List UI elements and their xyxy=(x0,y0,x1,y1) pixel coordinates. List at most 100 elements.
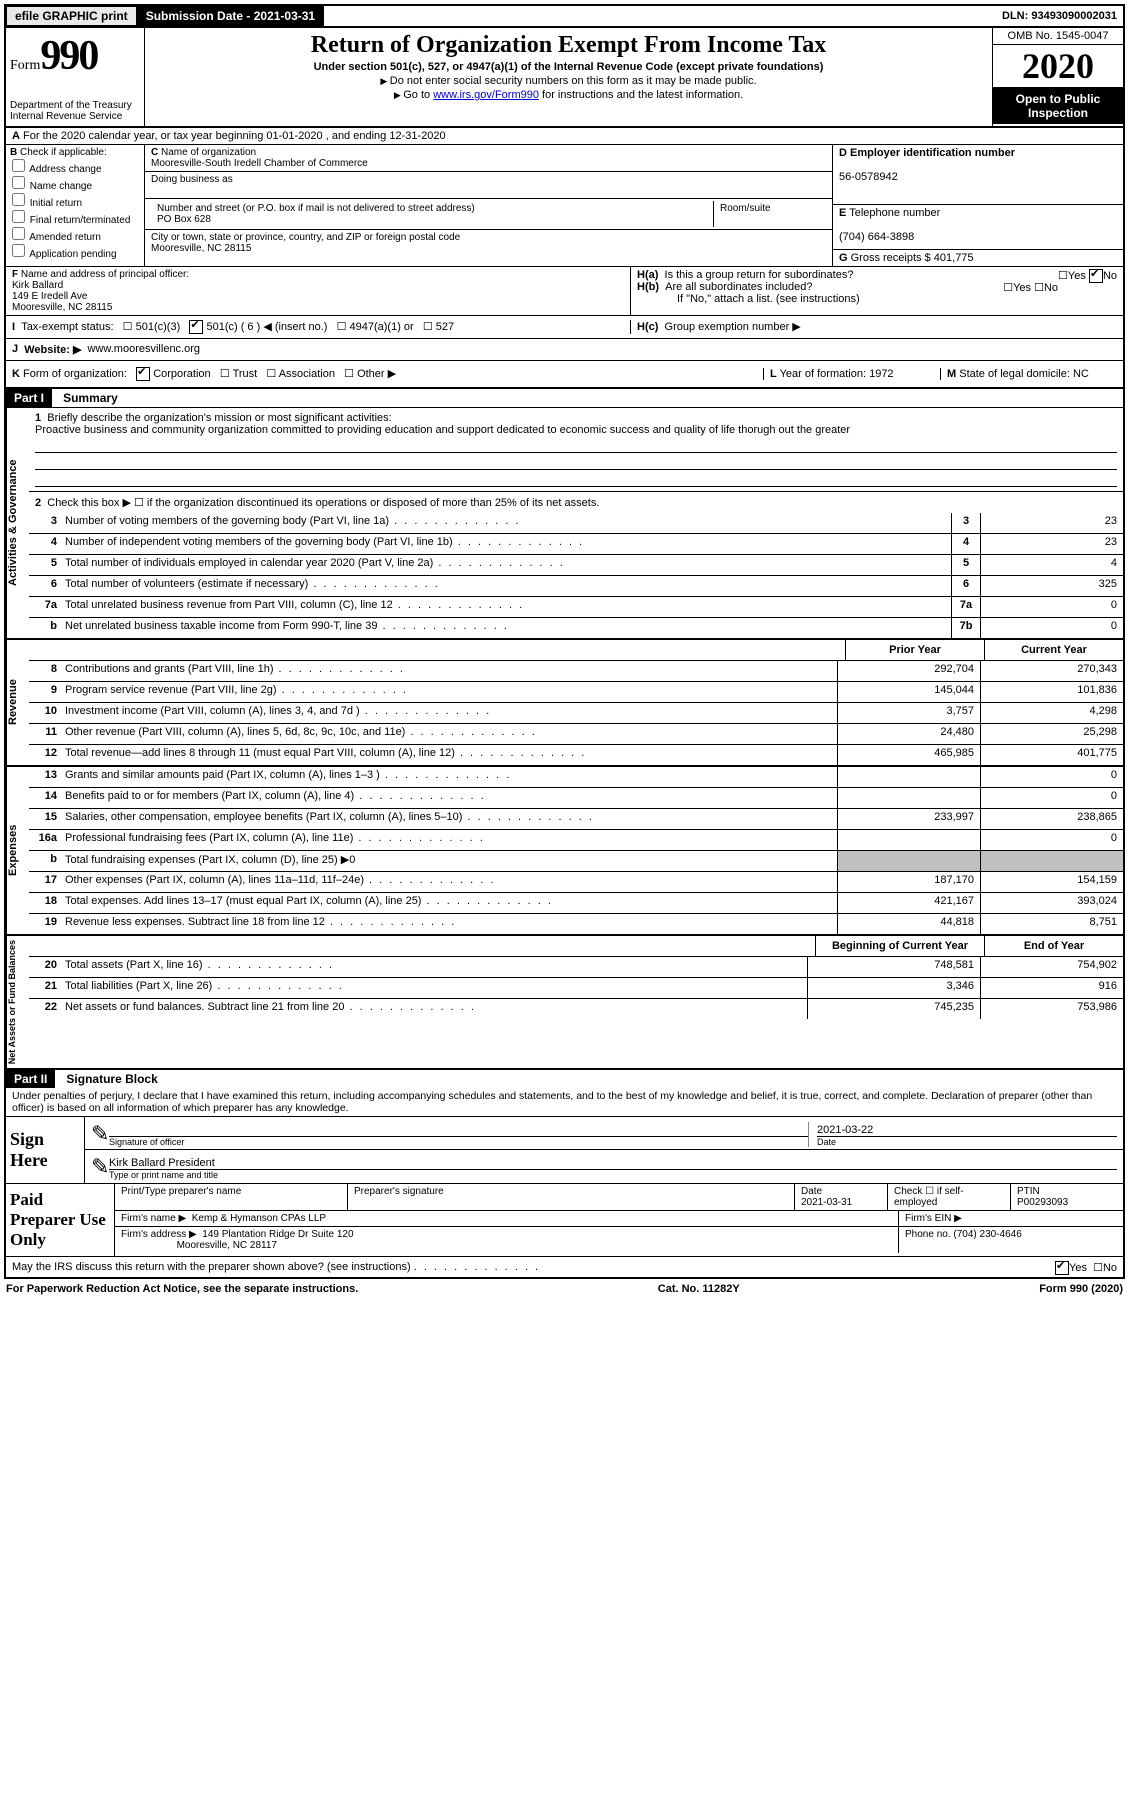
row-a: A For the 2020 calendar year, or tax yea… xyxy=(6,128,1123,145)
gov-line-6: 6 Total number of volunteers (estimate i… xyxy=(29,576,1123,597)
chk-address-change[interactable]: Address change xyxy=(10,159,140,175)
entity-section: A For the 2020 calendar year, or tax yea… xyxy=(4,128,1125,389)
dept-treasury: Department of the Treasury Internal Reve… xyxy=(10,100,140,122)
omb-number: OMB No. 1545-0047 xyxy=(993,28,1123,45)
part1: Part I Summary Activities & Governance 1… xyxy=(4,389,1125,1070)
penalties-text: Under penalties of perjury, I declare th… xyxy=(6,1088,1123,1117)
tax-exempt-status: I Tax-exempt status: ☐ 501(c)(3) 501(c) … xyxy=(12,320,630,334)
pp-self-employed: Check ☐ if self-employed xyxy=(888,1184,1011,1210)
chk-app-pending[interactable]: Application pending xyxy=(10,244,140,260)
firm-name: Firm's name ▶ Kemp & Hymanson CPAs LLP xyxy=(115,1211,899,1226)
submission-date-label: Submission Date - 2021-03-31 xyxy=(137,6,324,26)
group-exemption: H(c) Group exemption number ▶ xyxy=(630,320,1117,334)
firm-address: Firm's address ▶ 149 Plantation Ridge Dr… xyxy=(115,1227,899,1253)
gov-line-3: 3 Number of voting members of the govern… xyxy=(29,513,1123,534)
gross-receipts: G Gross receipts $ 401,775 xyxy=(833,250,1123,266)
chk-initial-return[interactable]: Initial return xyxy=(10,193,140,209)
website: www.mooresvillenc.org xyxy=(88,343,200,356)
chk-corporation xyxy=(136,367,150,381)
exp-line-19: 19 Revenue less expenses. Subtract line … xyxy=(29,914,1123,934)
line1: 1 Briefly describe the organization's mi… xyxy=(29,408,1123,491)
side-governance: Activities & Governance xyxy=(6,408,29,638)
form-header: Form990 Department of the Treasury Inter… xyxy=(4,28,1125,128)
exp-line-15: 15 Salaries, other compensation, employe… xyxy=(29,809,1123,830)
gov-line-4: 4 Number of independent voting members o… xyxy=(29,534,1123,555)
ssn-note: Do not enter social security numbers on … xyxy=(151,75,986,87)
org-name: Mooresville-South Iredell Chamber of Com… xyxy=(151,158,368,169)
firm-phone: Phone no. (704) 230-4646 xyxy=(899,1227,1123,1253)
sign-here-label: Sign Here xyxy=(6,1117,85,1183)
rev-line-12: 12 Total revenue—add lines 8 through 11 … xyxy=(29,745,1123,765)
part2-header: Part II xyxy=(6,1070,55,1088)
gov-line-b: b Net unrelated business taxable income … xyxy=(29,618,1123,638)
chk-final-return[interactable]: Final return/terminated xyxy=(10,210,140,226)
gov-line-5: 5 Total number of individuals employed i… xyxy=(29,555,1123,576)
gov-line-7a: 7a Total unrelated business revenue from… xyxy=(29,597,1123,618)
cat-no: Cat. No. 11282Y xyxy=(658,1283,740,1295)
col-b-checkboxes: B Check if applicable: Address change Na… xyxy=(6,145,145,266)
form-of-org: K Form of organization: Corporation ☐ Tr… xyxy=(12,367,763,381)
form-subtitle: Under section 501(c), 527, or 4947(a)(1)… xyxy=(151,61,986,73)
rev-line-10: 10 Investment income (Part VIII, column … xyxy=(29,703,1123,724)
signature-of-officer: Signature of officer xyxy=(109,1122,809,1147)
state-domicile: M State of legal domicile: NC xyxy=(940,368,1117,380)
signature-date: 2021-03-22 Date xyxy=(817,1124,1117,1147)
rev-line-9: 9 Program service revenue (Part VIII, li… xyxy=(29,682,1123,703)
irs-link[interactable]: www.irs.gov/Form990 xyxy=(433,89,539,101)
exp-line-16a: 16a Professional fundraising fees (Part … xyxy=(29,830,1123,851)
principal-officer: F Name and address of principal officer:… xyxy=(6,267,630,315)
exp-line-13: 13 Grants and similar amounts paid (Part… xyxy=(29,767,1123,788)
city-cell: City or town, state or province, country… xyxy=(145,230,832,256)
exp-line-b: b Total fundraising expenses (Part IX, c… xyxy=(29,851,1123,872)
side-net-assets: Net Assets or Fund Balances xyxy=(6,936,29,1068)
officer-name-title: Kirk Ballard President Type or print nam… xyxy=(109,1157,1117,1180)
pp-signature: Preparer's signature xyxy=(348,1184,795,1210)
side-revenue: Revenue xyxy=(6,640,29,765)
top-bar: efile GRAPHIC print Submission Date - 20… xyxy=(4,4,1125,28)
tax-year: 2020 xyxy=(993,45,1123,88)
chk-amended[interactable]: Amended return xyxy=(10,227,140,243)
net-line-20: 20 Total assets (Part X, line 16) 748,58… xyxy=(29,957,1123,978)
exp-line-18: 18 Total expenses. Add lines 13–17 (must… xyxy=(29,893,1123,914)
addr-cell: Number and street (or P.O. box if mail i… xyxy=(151,201,714,227)
open-to-public: Open to Public Inspection xyxy=(993,88,1123,124)
website-row: J Website: ▶ www.mooresvillenc.org xyxy=(6,338,1123,360)
revenue-header-row: Prior Year Current Year xyxy=(29,640,1123,661)
netassets-header-row: Beginning of Current Year End of Year xyxy=(29,936,1123,957)
dln: DLN: 93493090002031 xyxy=(1002,10,1123,22)
line2: 2 Check this box ▶ ☐ if the organization… xyxy=(29,491,1123,513)
ein-cell: D Employer identification number 56-0578… xyxy=(833,145,1123,205)
street-address: PO Box 628 xyxy=(157,214,211,225)
dba-cell: Doing business as xyxy=(145,172,832,199)
firm-ein: Firm's EIN ▶ xyxy=(899,1211,1123,1226)
page-footer: For Paperwork Reduction Act Notice, see … xyxy=(4,1279,1125,1299)
room-suite: Room/suite xyxy=(714,201,826,227)
org-name-cell: C Name of organization Mooresville-South… xyxy=(145,145,832,172)
chk-name-change[interactable]: Name change xyxy=(10,176,140,192)
net-line-21: 21 Total liabilities (Part X, line 26) 3… xyxy=(29,978,1123,999)
group-return-block: H(a) Is this a group return for subordin… xyxy=(630,267,1123,315)
mission-text: Proactive business and community organiz… xyxy=(35,424,850,436)
exp-line-14: 14 Benefits paid to or for members (Part… xyxy=(29,788,1123,809)
side-expenses: Expenses xyxy=(6,767,29,934)
exp-line-17: 17 Other expenses (Part IX, column (A), … xyxy=(29,872,1123,893)
form-number: Form990 xyxy=(10,32,140,80)
discuss-row: May the IRS discuss this return with the… xyxy=(6,1256,1123,1277)
ein: 56-0578942 xyxy=(839,171,898,183)
part1-header: Part I xyxy=(6,389,52,407)
pp-date: Date2021-03-31 xyxy=(795,1184,888,1210)
pp-name: Print/Type preparer's name xyxy=(115,1184,348,1210)
efile-print-button[interactable]: efile GRAPHIC print xyxy=(6,6,137,26)
rev-line-8: 8 Contributions and grants (Part VIII, l… xyxy=(29,661,1123,682)
form-title: Return of Organization Exempt From Incom… xyxy=(151,32,986,59)
city-state-zip: Mooresville, NC 28115 xyxy=(151,243,251,254)
goto-note: Go to www.irs.gov/Form990 for instructio… xyxy=(151,89,986,101)
rev-line-11: 11 Other revenue (Part VIII, column (A),… xyxy=(29,724,1123,745)
year-formation: L Year of formation: 1972 xyxy=(763,368,940,380)
ptin: PTINP00293093 xyxy=(1011,1184,1123,1210)
net-line-22: 22 Net assets or fund balances. Subtract… xyxy=(29,999,1123,1019)
telephone: (704) 664-3898 xyxy=(839,231,914,243)
paid-preparer-label: Paid Preparer Use Only xyxy=(6,1184,115,1256)
chk-501c xyxy=(189,320,203,334)
part2-title: Signature Block xyxy=(58,1072,157,1086)
